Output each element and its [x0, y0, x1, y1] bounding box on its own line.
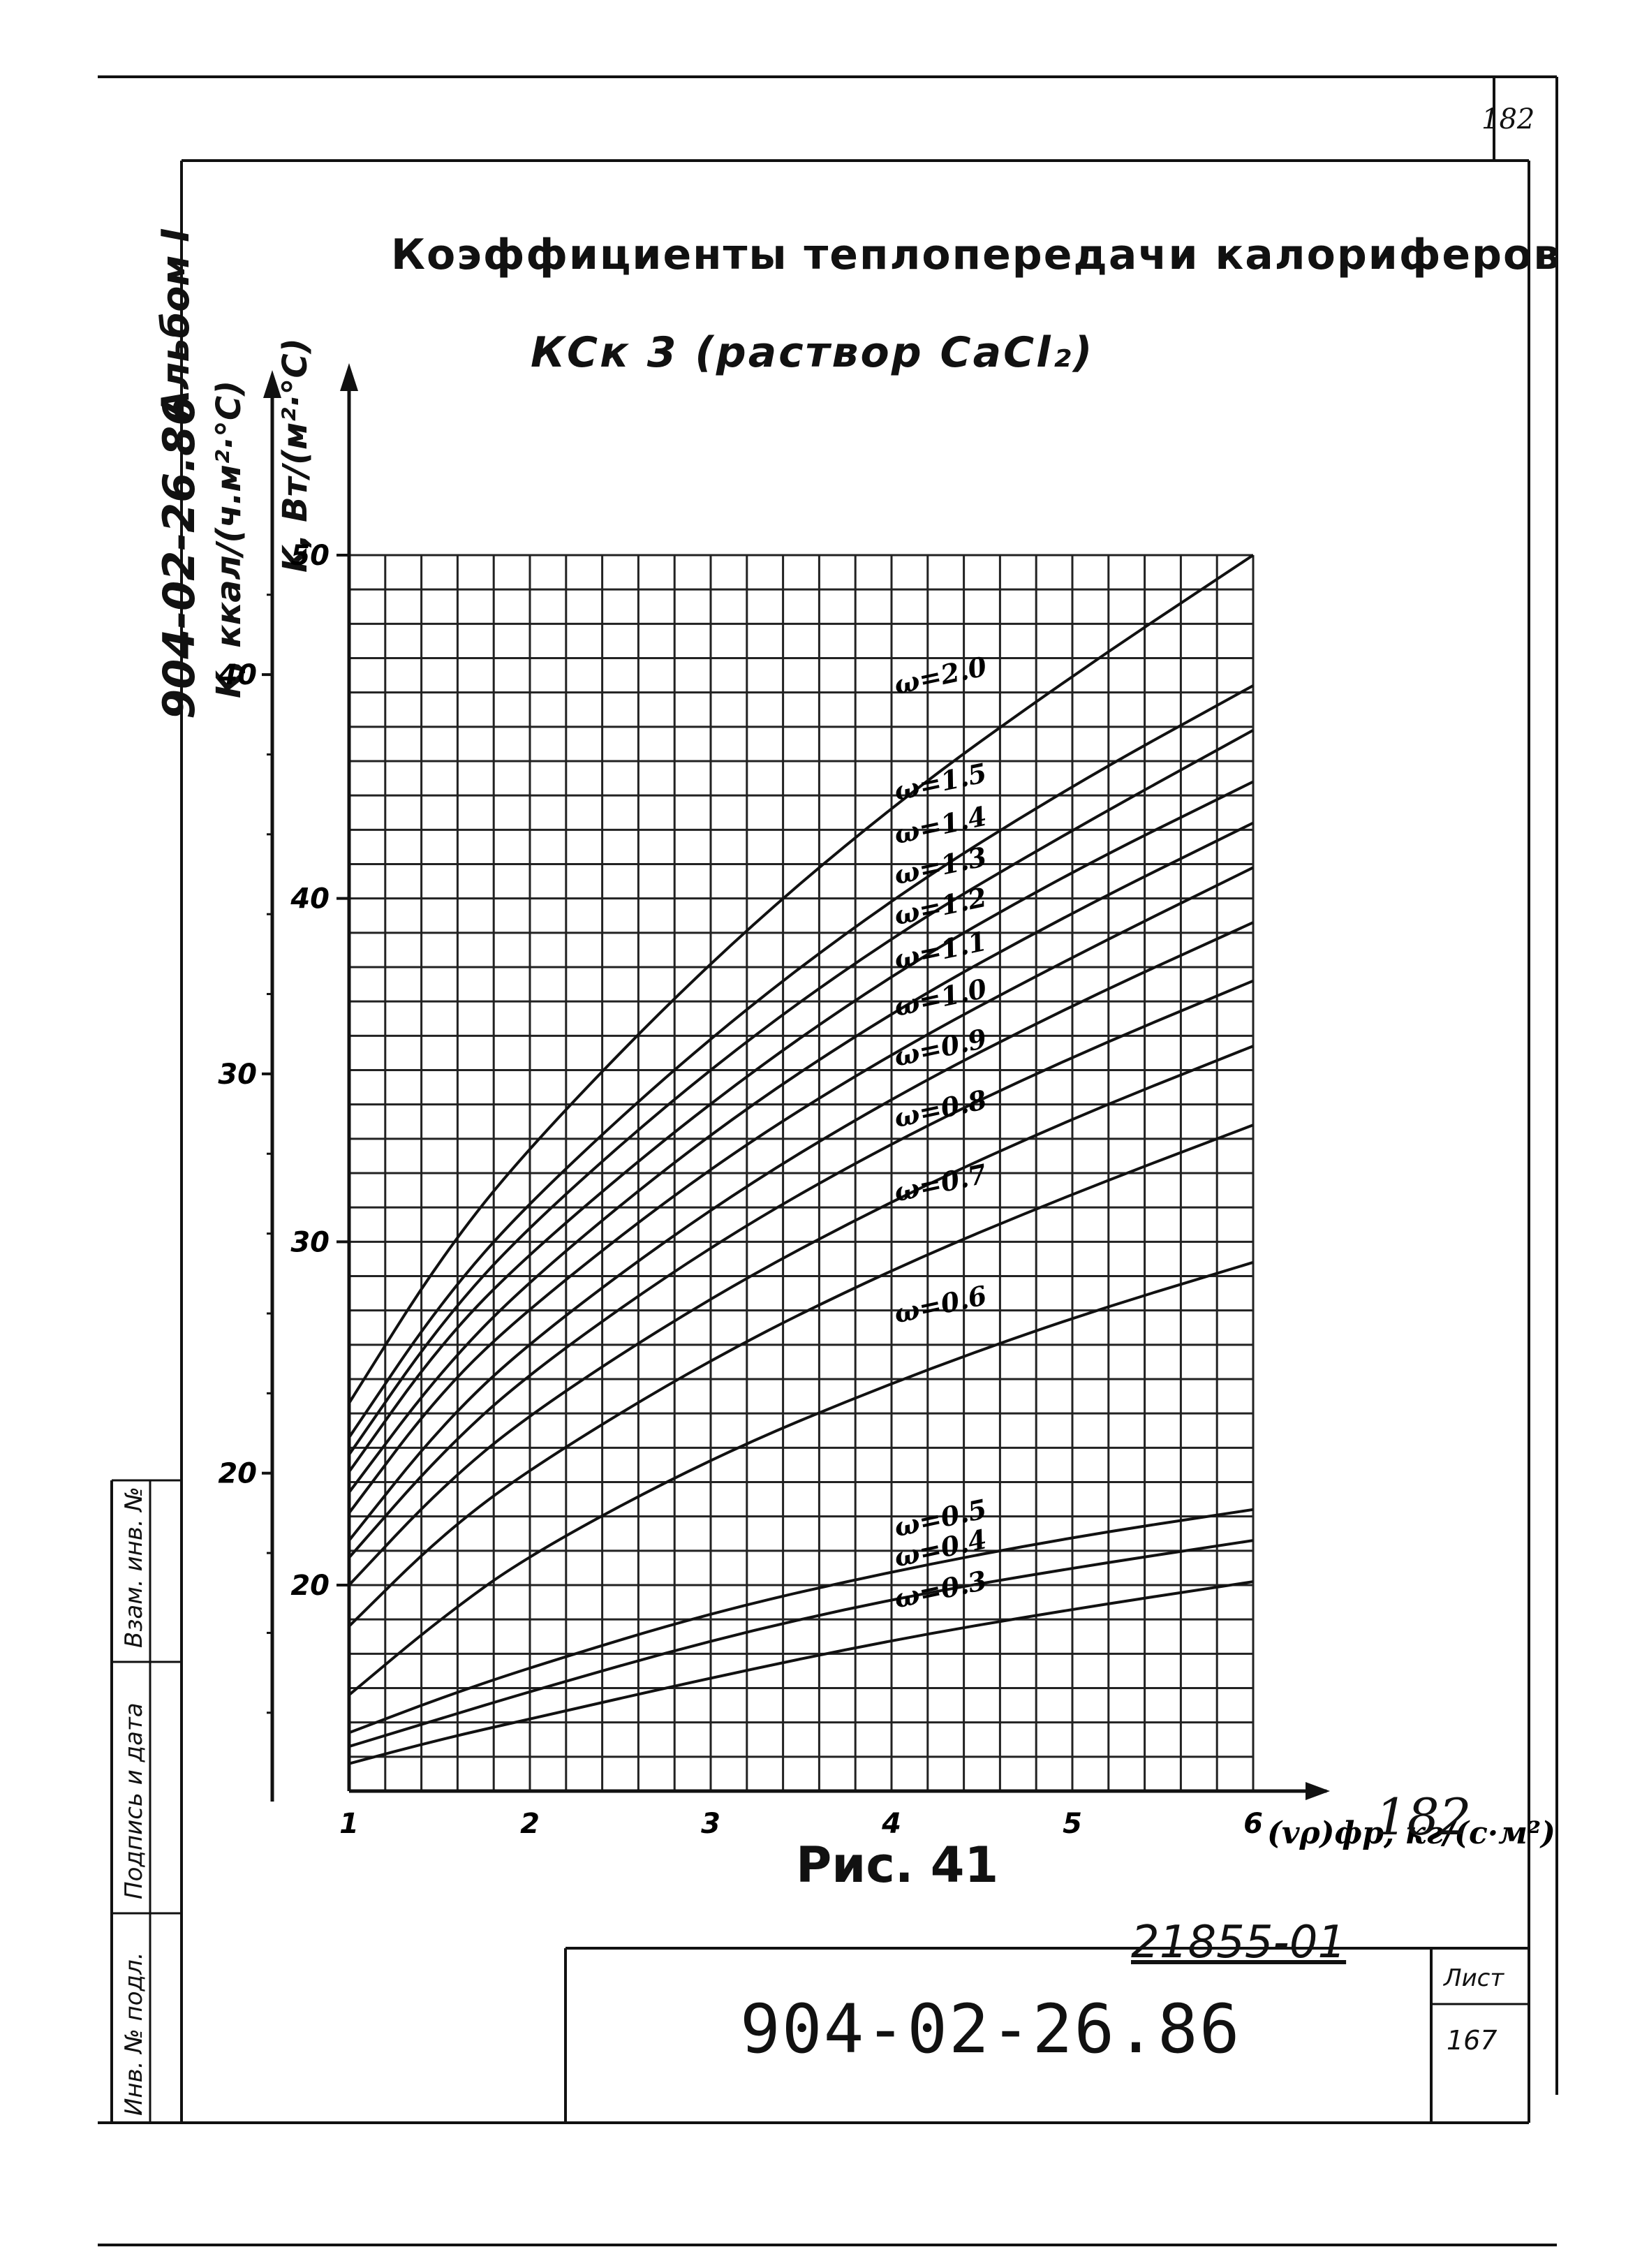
series-line-0.6 [348, 1260, 1254, 1696]
document-number: 21855-01 [1131, 1917, 1347, 1968]
series-line-1.1 [348, 866, 1254, 1514]
series-label: ω=1.5 [892, 757, 990, 807]
chart-title: Коэффициенты теплопередачи калориферов [391, 230, 1562, 279]
x-tick-label: 2 [520, 1808, 540, 1840]
series-line-1.0 [348, 921, 1254, 1542]
series-line-0.9 [348, 979, 1254, 1559]
series-label: ω=0.9 [892, 1022, 990, 1073]
sheet-label: Лист [1444, 1964, 1504, 1992]
y-tick-label-watt: 20 [290, 1570, 330, 1602]
page-number: 182 [1481, 103, 1535, 135]
y-tick-label-kcal: 20 [218, 1458, 257, 1490]
x-axis-label: (vρ)фр, кг/(с·м²) [1267, 1816, 1555, 1851]
x-tick-label: 1 [339, 1808, 359, 1840]
y-tick-label-watt: 40 [290, 883, 330, 915]
sheet-number: 167 [1447, 2025, 1498, 2056]
series-line-0.5 [348, 1508, 1254, 1735]
x-axis-arrow [1306, 1782, 1330, 1800]
x-tick-label: 5 [1063, 1808, 1082, 1840]
series-label: ω=0.7 [892, 1158, 990, 1208]
stamp-code: 904-02-26.86 [740, 1990, 1241, 2068]
y-tick-label-watt: 50 [290, 540, 330, 572]
series-label: ω=0.6 [892, 1279, 990, 1330]
series-line-1.5 [348, 684, 1254, 1438]
y-axis-watt-arrow [340, 363, 358, 391]
x-tick-label: 6 [1243, 1808, 1263, 1840]
y-tick-label-kcal: 40 [217, 659, 257, 691]
y-tick-label-kcal: 30 [218, 1059, 257, 1091]
series-line-0.8 [348, 1045, 1254, 1586]
y-tick-label-watt: 30 [290, 1226, 330, 1258]
chart-subtitle: КСк 3 (раствор CaCl₂) [531, 328, 1095, 377]
x-tick-label: 4 [881, 1808, 901, 1840]
y-axis-kcal-arrow [263, 370, 281, 398]
series-label: ω=1.0 [892, 972, 990, 1022]
series-line-2.0 [348, 554, 1255, 1404]
series-line-0.7 [348, 1124, 1254, 1628]
series-line-1.2 [348, 821, 1254, 1494]
series-line-0.4 [348, 1539, 1254, 1748]
handwritten-number: 182 [1375, 1788, 1472, 1846]
x-tick-label: 3 [701, 1808, 720, 1840]
series-line-1.4 [348, 728, 1254, 1456]
series-label: ω=0.3 [892, 1564, 990, 1614]
series-line-0.3 [348, 1580, 1254, 1765]
series-line-1.3 [348, 780, 1254, 1473]
figure-label: Рис. 41 [796, 1836, 999, 1894]
